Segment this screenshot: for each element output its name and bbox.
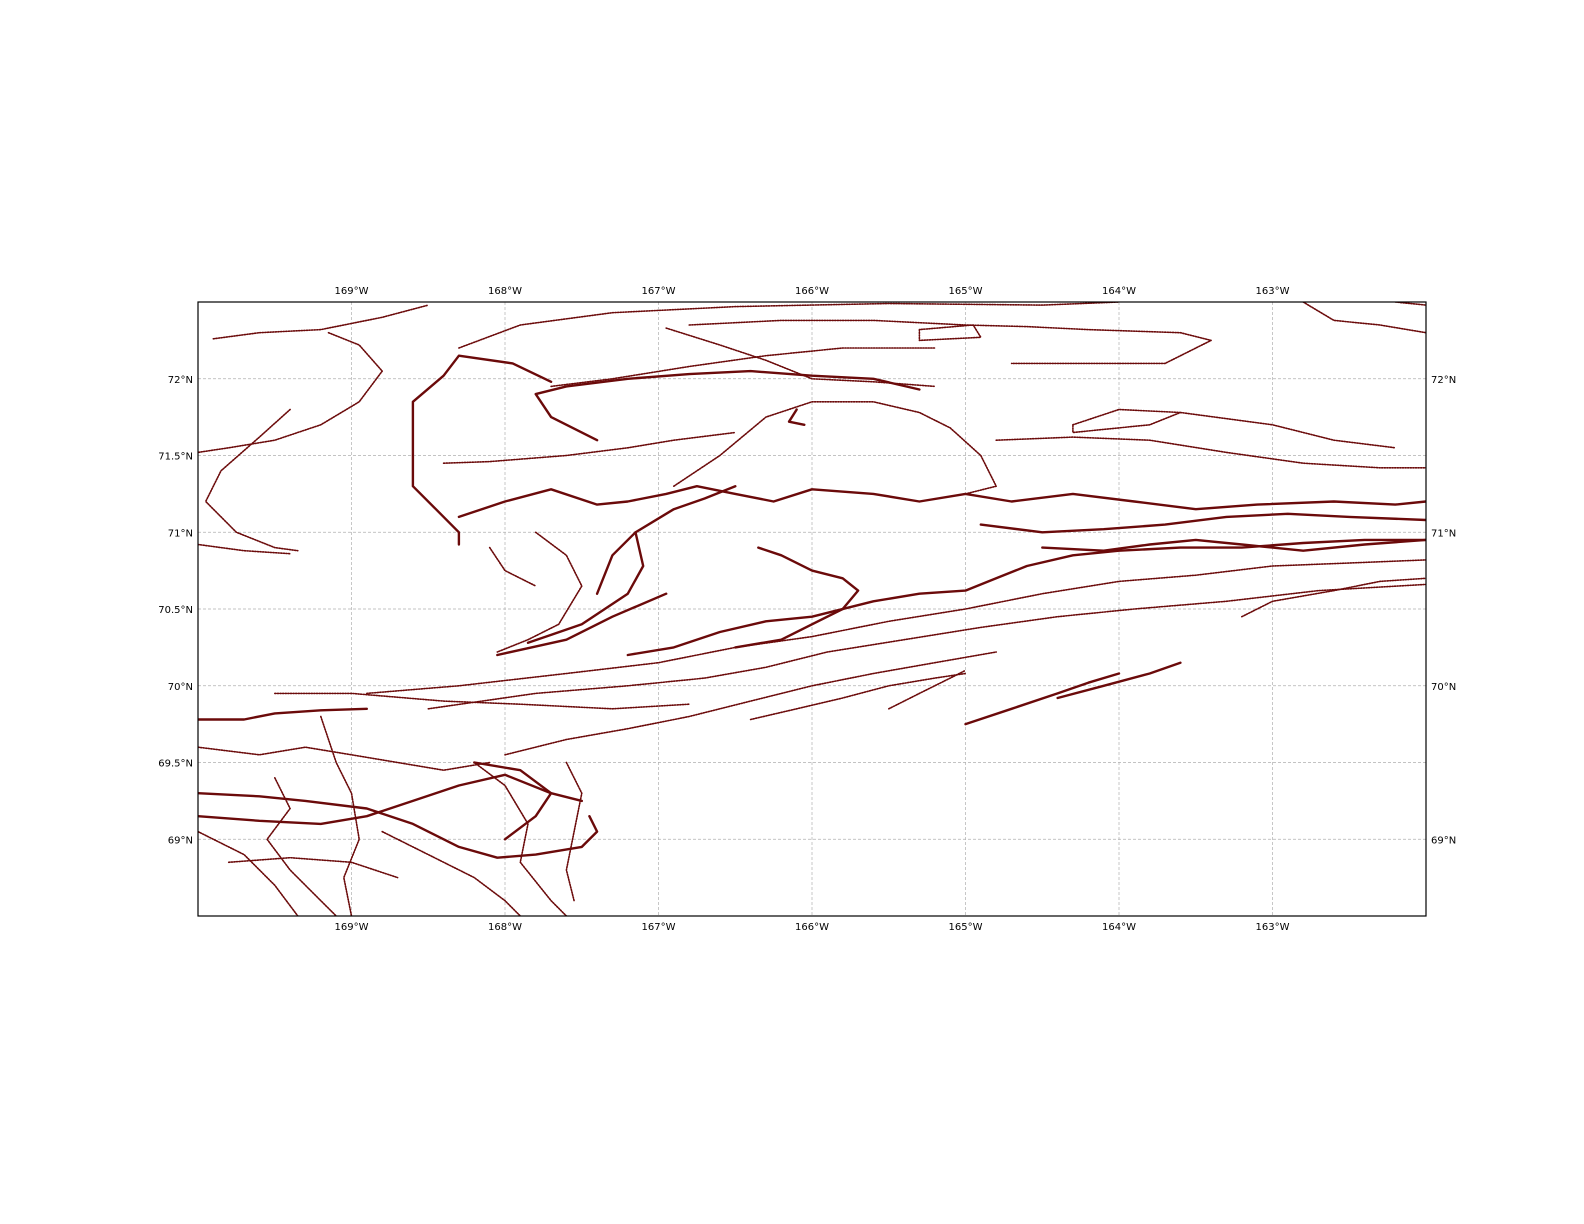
drift-track (496, 592, 668, 657)
drift-track (1241, 577, 1426, 618)
drift-track (198, 792, 599, 859)
drift-track (266, 777, 337, 916)
drift-track (1072, 408, 1182, 434)
drift-track (995, 436, 1426, 469)
drift-track (979, 512, 1426, 534)
drift-track (198, 746, 491, 771)
drift-track (504, 651, 997, 756)
drift-track (198, 707, 368, 721)
drift-track (1056, 661, 1182, 700)
lat-label-left: 71°N (168, 528, 193, 539)
drift-track (473, 761, 553, 841)
drift-track (964, 672, 1121, 726)
graticule (198, 302, 1426, 916)
lon-label-bottom: 166°W (795, 922, 829, 933)
drift-track (198, 543, 291, 555)
lat-label-left: 69°N (168, 835, 193, 846)
lon-label-top: 166°W (795, 286, 829, 297)
lon-label-top: 163°W (1256, 286, 1290, 297)
lon-label-bottom: 163°W (1256, 922, 1290, 933)
drift-track (442, 431, 737, 464)
tick-labels: 169°W 169°W 168°W 168°W 167°W 167°W 166°W 166°W… (158, 286, 1456, 933)
drift-track (496, 531, 583, 653)
lat-label-left: 71.5°N (158, 452, 193, 463)
drift-track (227, 856, 399, 879)
drift-track (734, 546, 860, 649)
drift-track (673, 401, 997, 495)
drift-track (1179, 411, 1397, 449)
drift-track (550, 347, 936, 388)
drift-track (204, 408, 299, 552)
drift-track (1041, 538, 1426, 552)
drift-track (918, 324, 982, 342)
drift-track (749, 672, 967, 721)
drift-track (888, 669, 967, 710)
drift-track (198, 331, 383, 454)
lat-label-right: 70°N (1431, 682, 1456, 693)
lon-label-bottom: 169°W (335, 922, 369, 933)
drift-track (457, 485, 1426, 519)
drift-track (320, 715, 360, 916)
drift-track (458, 302, 1120, 349)
lon-label-top: 168°W (488, 286, 522, 297)
drift-track (212, 304, 430, 340)
lon-label-bottom: 167°W (642, 922, 676, 933)
lat-label-left: 70°N (168, 682, 193, 693)
drift-track (274, 692, 690, 710)
drift-track (665, 327, 936, 388)
drift-track (565, 761, 583, 902)
lat-label-right: 71°N (1431, 528, 1456, 539)
lat-label-left: 70.5°N (158, 605, 193, 616)
drift-track (534, 369, 921, 442)
lon-label-top: 164°W (1102, 286, 1136, 297)
lon-label-top: 165°W (949, 286, 983, 297)
drift-track (488, 546, 537, 587)
drift-track (411, 354, 553, 546)
drift-track (526, 531, 645, 644)
lat-label-right: 72°N (1431, 375, 1456, 386)
drift-track (366, 559, 1426, 695)
drift-track (1302, 302, 1426, 334)
drift-track (198, 830, 299, 916)
map-frame (197, 301, 1427, 917)
lon-label-bottom: 165°W (949, 922, 983, 933)
drift-track (595, 485, 737, 595)
lon-label-top: 167°W (642, 286, 676, 297)
lon-label-bottom: 168°W (488, 922, 522, 933)
lon-label-top: 169°W (335, 286, 369, 297)
drift-track (427, 583, 1426, 710)
lat-label-left: 72°N (168, 375, 193, 386)
lat-label-left: 69.5°N (158, 759, 193, 770)
drift-track (688, 319, 1212, 365)
lat-label-right: 69°N (1431, 835, 1456, 846)
drift-track (381, 830, 522, 916)
drift-track (473, 761, 568, 916)
drift-track (787, 408, 806, 426)
drift-tracks (198, 302, 1426, 916)
lon-label-bottom: 164°W (1102, 922, 1136, 933)
